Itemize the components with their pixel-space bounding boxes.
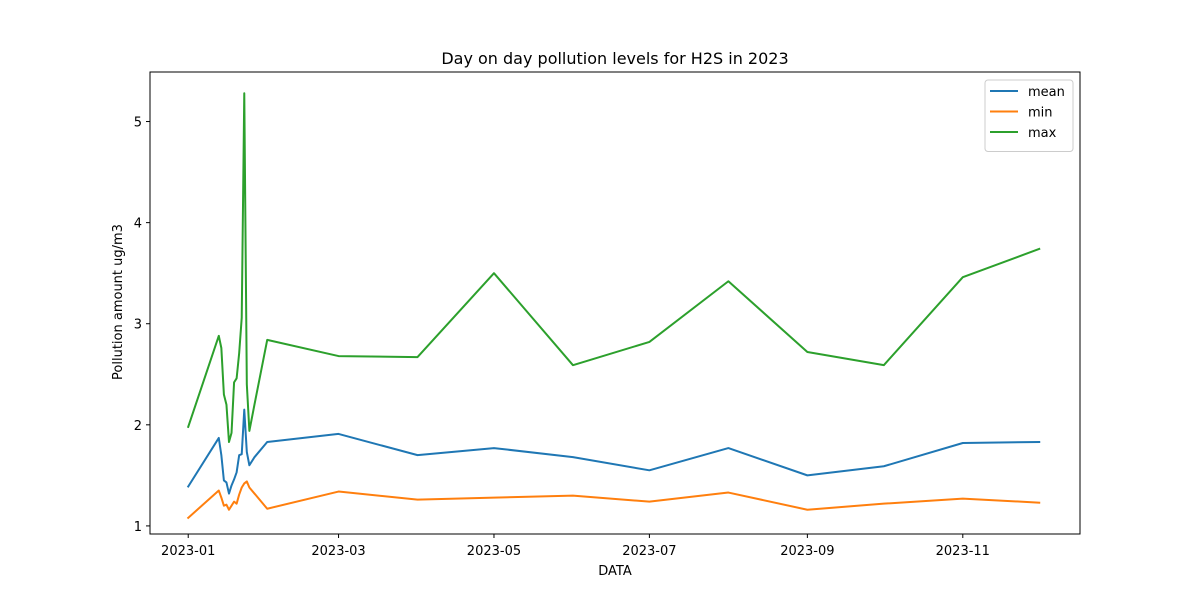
y-tick-label: 2 bbox=[134, 419, 142, 434]
series-line-min bbox=[186, 480, 1041, 520]
y-axis-title: Pollution amount ug/m3 bbox=[111, 224, 126, 380]
legend-label-min: min bbox=[1028, 106, 1053, 121]
chart-title: Day on day pollution levels for H2S in 2… bbox=[441, 49, 788, 68]
plot-area: 2023-01 2023-03 2023-05 2023-07 2023-09 2023-… bbox=[134, 71, 1081, 559]
series-line-mean bbox=[186, 408, 1041, 495]
x-tick-label: 2023-11 bbox=[936, 544, 990, 559]
axes-frame bbox=[149, 71, 1081, 535]
y-tick-label: 3 bbox=[134, 318, 142, 333]
x-tick-label: 2023-01 bbox=[161, 544, 215, 559]
series-line-max bbox=[186, 92, 1041, 443]
legend: mean min max bbox=[984, 79, 1074, 152]
x-axis-title: DATA bbox=[598, 564, 632, 579]
x-tick-label: 2023-03 bbox=[311, 544, 365, 559]
legend-label-mean: mean bbox=[1028, 85, 1065, 100]
x-tick-label: 2023-09 bbox=[780, 544, 834, 559]
legend-label-max: max bbox=[1028, 126, 1057, 141]
x-tick-label: 2023-05 bbox=[467, 544, 521, 559]
y-tick-label: 1 bbox=[134, 520, 142, 535]
x-tick-label: 2023-07 bbox=[622, 544, 676, 559]
y-tick-label: 4 bbox=[134, 217, 142, 232]
legend-box bbox=[984, 79, 1074, 152]
y-tick-label: 5 bbox=[134, 116, 142, 131]
